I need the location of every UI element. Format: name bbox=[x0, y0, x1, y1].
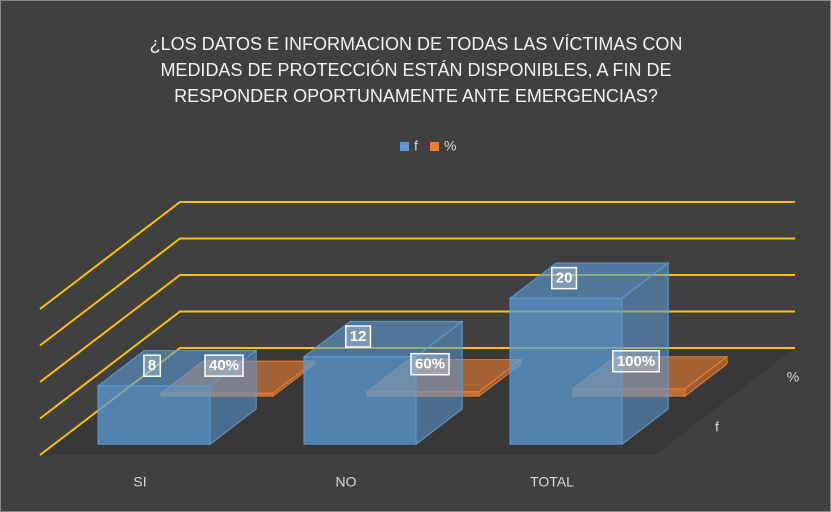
data-label: 12 bbox=[345, 325, 372, 348]
data-label: 40% bbox=[204, 354, 244, 377]
data-label: 60% bbox=[410, 352, 450, 376]
bar-front bbox=[509, 297, 623, 445]
legend-swatch bbox=[430, 142, 439, 151]
depth-tick-label: f bbox=[715, 419, 719, 435]
data-label-box bbox=[204, 354, 244, 377]
depth-tick-label: % bbox=[787, 369, 799, 385]
data-label: 20 bbox=[551, 266, 578, 290]
data-label-text: 8 bbox=[148, 357, 156, 374]
data-label-box bbox=[143, 354, 162, 377]
legend-label: f bbox=[414, 138, 418, 154]
legend-label: % bbox=[444, 138, 456, 154]
bar-front bbox=[303, 356, 417, 445]
grid-line bbox=[39, 201, 795, 310]
chart-title: ¿LOS DATOS E INFORMACION DE TODAS LAS VÍ… bbox=[149, 34, 683, 106]
data-label: 100% bbox=[612, 350, 660, 373]
x-tick-label: TOTAL bbox=[530, 474, 574, 490]
data-label-text: 20 bbox=[556, 270, 573, 287]
bar-front bbox=[97, 385, 211, 445]
data-label-text: 40% bbox=[209, 357, 239, 374]
data-label-text: 12 bbox=[350, 328, 367, 345]
data-label-box bbox=[612, 350, 660, 373]
x-tick-label: SI bbox=[133, 474, 146, 490]
data-label-box bbox=[551, 266, 578, 290]
grid-line bbox=[39, 237, 795, 347]
data-label-text: 100% bbox=[617, 353, 655, 370]
data-label-box bbox=[345, 325, 372, 348]
data-label: 8 bbox=[143, 354, 162, 377]
data-label-box bbox=[410, 352, 450, 376]
data-label-text: 60% bbox=[415, 356, 445, 373]
x-tick-label: NO bbox=[336, 474, 357, 490]
legend-swatch bbox=[400, 142, 409, 151]
